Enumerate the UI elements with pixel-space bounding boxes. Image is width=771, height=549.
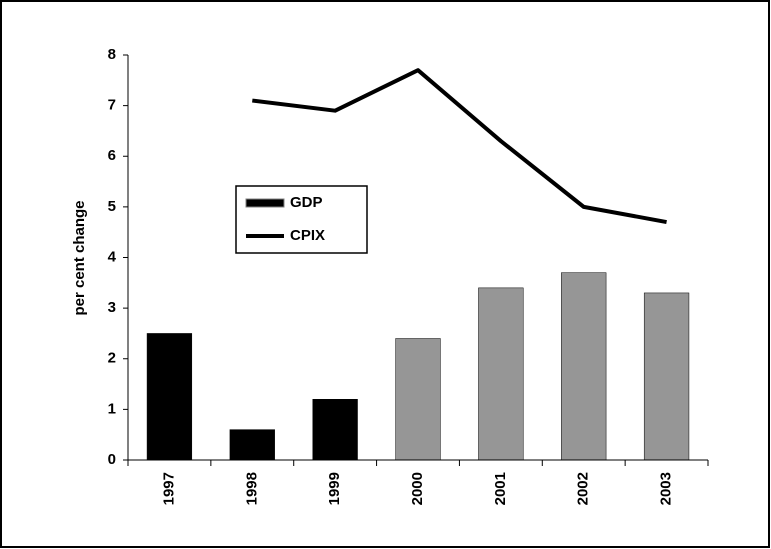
legend-box <box>235 185 368 254</box>
bar <box>478 287 524 461</box>
x-tick-label: 1999 <box>326 472 343 505</box>
y-axis-label: per cent change <box>71 200 88 315</box>
x-tick-label: 2000 <box>409 472 426 505</box>
x-tick-label: 2002 <box>575 472 592 505</box>
y-tick-label: 0 <box>108 451 116 468</box>
legend-label: CPIX <box>290 227 325 244</box>
x-tick-label: 1998 <box>243 472 260 505</box>
x-tick-label: 2001 <box>492 472 509 505</box>
bar <box>643 292 690 461</box>
x-tick-label: 1997 <box>160 472 177 505</box>
bar <box>312 399 358 461</box>
y-tick-label: 5 <box>108 198 116 215</box>
legend-swatch <box>245 198 285 208</box>
y-tick-label: 7 <box>108 97 116 114</box>
y-tick-label: 3 <box>108 299 116 316</box>
bar <box>561 272 607 461</box>
y-tick-label: 4 <box>108 248 117 265</box>
y-tick-label: 2 <box>108 350 116 367</box>
bar <box>395 338 441 461</box>
bar <box>146 333 193 461</box>
y-tick-label: 6 <box>108 147 116 164</box>
y-tick-label: 8 <box>108 46 116 63</box>
y-tick-label: 1 <box>108 400 116 417</box>
line <box>252 68 667 225</box>
bar <box>229 429 275 461</box>
x-tick-label: 2003 <box>658 472 675 505</box>
legend-label: GDP <box>290 194 323 211</box>
